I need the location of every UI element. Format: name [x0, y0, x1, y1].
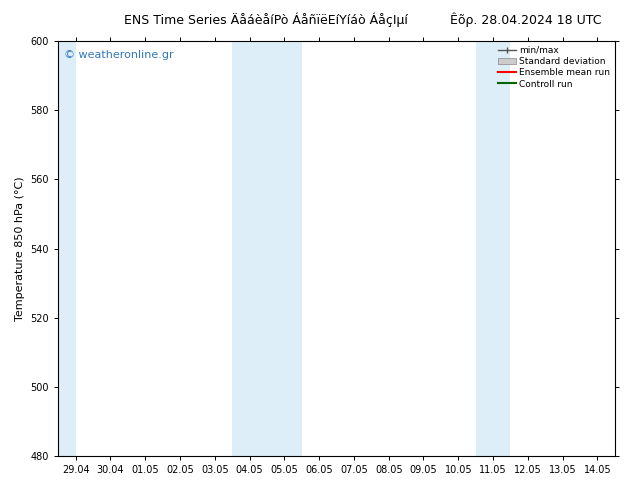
Bar — [58, 41, 75, 456]
Bar — [232, 41, 302, 456]
Text: © weatheronline.gr: © weatheronline.gr — [64, 49, 174, 59]
Text: Êõρ. 28.04.2024 18 UTC: Êõρ. 28.04.2024 18 UTC — [451, 12, 602, 27]
Bar — [476, 41, 510, 456]
Legend: min/max, Standard deviation, Ensemble mean run, Controll run: min/max, Standard deviation, Ensemble me… — [495, 43, 613, 91]
Text: ENS Time Series ÄåáèåíPò ÁåñïëEíYíáò ÁåçIµí: ENS Time Series ÄåáèåíPò ÁåñïëEíYíáò Áåç… — [124, 12, 408, 27]
Y-axis label: Temperature 850 hPa (°C): Temperature 850 hPa (°C) — [15, 176, 25, 321]
